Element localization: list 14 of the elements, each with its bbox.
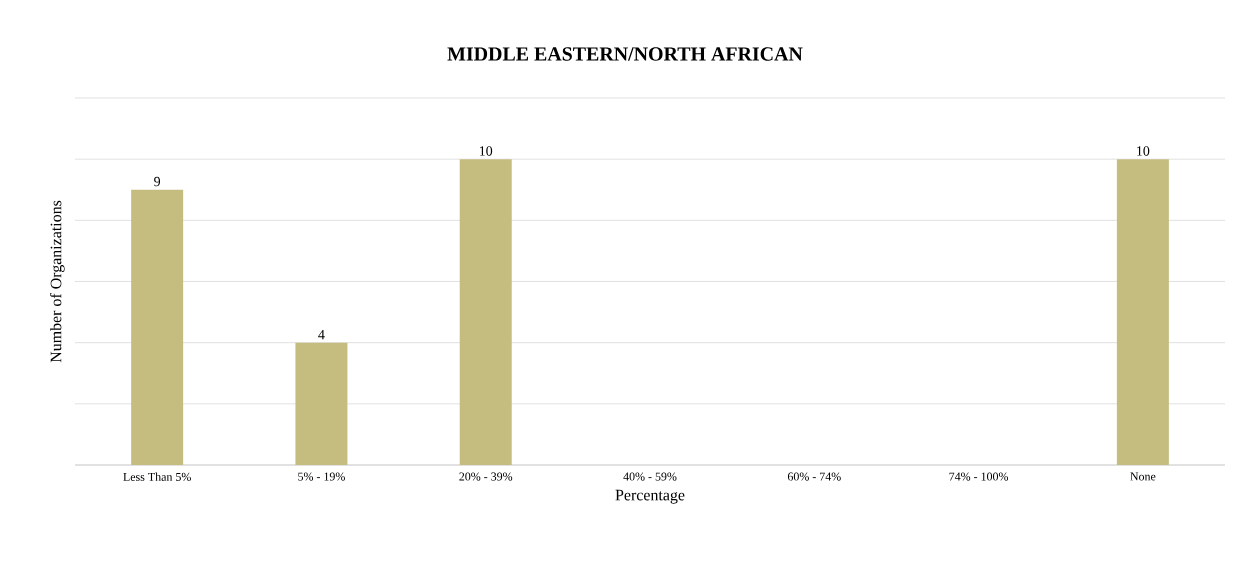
- x-tick-label: 40% - 59%: [623, 472, 677, 481]
- x-tick-label: 5% - 19%: [298, 472, 345, 481]
- y-axis-title: Number of Organizations: [49, 200, 65, 363]
- x-axis-title: Percentage: [615, 489, 685, 504]
- chart-title: MIDDLE EASTERN/NORTH AFRICAN: [447, 47, 803, 61]
- x-tick-label: 20% - 39%: [459, 472, 513, 481]
- x-tick-label: None: [1130, 472, 1156, 481]
- data-label: 10: [479, 146, 493, 156]
- x-tick-label: 74% - 100%: [949, 472, 1009, 481]
- x-tick-label: 60% - 74%: [787, 472, 841, 481]
- data-label: 4: [318, 329, 325, 340]
- x-tick-label: Less Than 5%: [123, 472, 191, 481]
- data-label: 10: [1137, 146, 1150, 156]
- data-label: 9: [154, 176, 161, 187]
